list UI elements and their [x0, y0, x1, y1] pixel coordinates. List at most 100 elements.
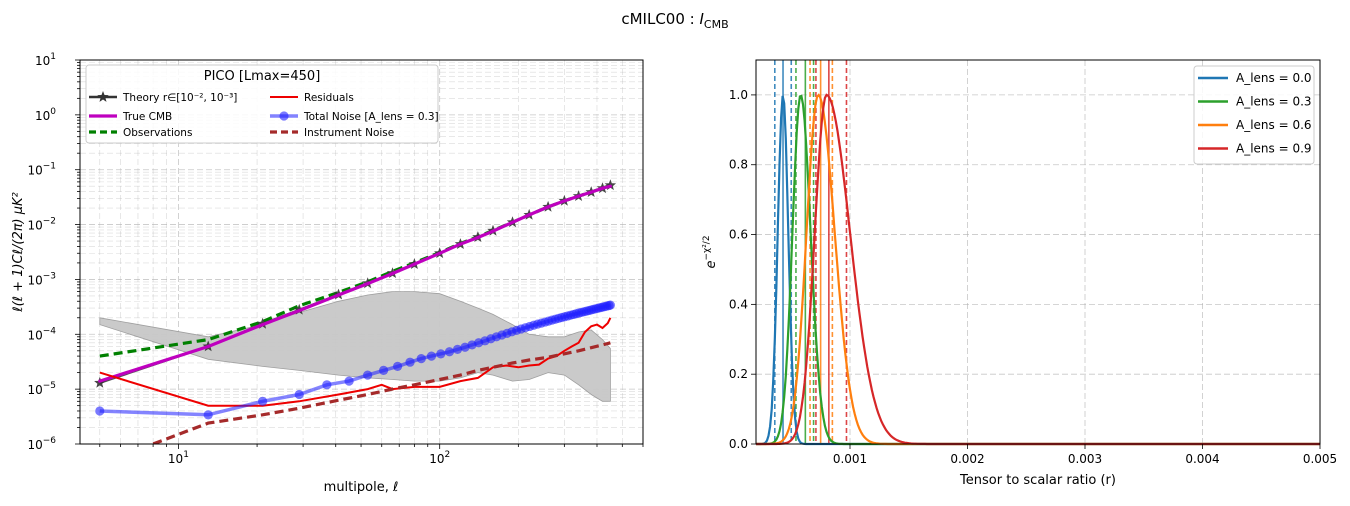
right-xtick-label: 0.002	[950, 452, 984, 466]
right-ytick-label: 0.0	[729, 437, 748, 451]
legend-label: A_lens = 0.9	[1236, 142, 1312, 156]
right-ytick-label: 1.0	[729, 88, 748, 102]
legend-label: Total Noise [A_lens = 0.3]	[303, 111, 439, 123]
legend-entry-observations: Observations	[89, 127, 192, 139]
right-chart: 0.001 0.002 0.003 0.004 0.005 0.0 0.2 0.4 0.6 0.8…	[702, 59, 1337, 488]
right-ylabel-base: e	[704, 261, 719, 269]
series-point	[405, 357, 415, 367]
series-total-noise-a-lens-0-3	[95, 300, 615, 420]
left-ytick-base: 10	[35, 109, 50, 123]
left-uncertainty-band	[99, 291, 611, 402]
right-legend-entries: A_lens = 0.0 A_lens = 0.3 A_lens = 0.6 A_le…	[1198, 71, 1312, 156]
series-point	[363, 370, 373, 380]
legend-label: Observations	[123, 127, 192, 139]
series-point	[392, 361, 403, 371]
left-ytick-base: 10	[27, 219, 42, 233]
series-point	[444, 347, 455, 357]
left-plot-frame	[79, 59, 644, 445]
series-instrument-noise-line	[147, 341, 611, 444]
series-point	[436, 349, 446, 359]
left-legend-title: PICO [Lmax=450]	[204, 69, 321, 84]
left-ytick-exp: 0	[50, 107, 56, 117]
left-ytick-exp: −2	[43, 217, 56, 227]
right-ytick-label: 0.4	[729, 297, 748, 311]
legend-label: A_lens = 0.3	[1236, 95, 1312, 109]
right-xtick-label: 0.005	[1303, 452, 1337, 466]
series-true-cmb-line	[99, 184, 611, 383]
legend-entry-a-lens-0-0: A_lens = 0.0	[1198, 71, 1312, 85]
right-ytick-label: 0.2	[729, 367, 748, 381]
series-point	[261, 323, 265, 327]
right-ytick-label: 0.6	[729, 228, 748, 242]
left-ytick-label: 10−2	[27, 217, 56, 233]
right-plot-frame	[755, 59, 1321, 445]
series-point	[458, 242, 462, 246]
figure-suptitle: cMILC00 : ICMB	[621, 10, 728, 31]
right-legend-box	[1193, 65, 1315, 165]
series-point	[322, 380, 332, 390]
left-ytick-base: 10	[35, 54, 50, 68]
legend-label: A_lens = 0.0	[1236, 71, 1312, 85]
legend-label: Residuals	[304, 92, 354, 104]
right-xtick-label: 0.001	[833, 452, 867, 466]
left-ytick-exp: −4	[43, 326, 57, 336]
right-xtick-label: 0.003	[1068, 452, 1102, 466]
left-band	[99, 291, 611, 402]
left-ytick-base: 10	[27, 438, 42, 452]
suptitle-subscript: CMB	[704, 18, 729, 31]
right-xlabel: Tensor to scalar ratio (r)	[959, 473, 1116, 488]
series-point	[576, 194, 581, 198]
suptitle-text: cMILC00 :	[621, 10, 699, 28]
legend-entry-a-lens-0-6: A_lens = 0.6	[1198, 118, 1312, 132]
series-point	[608, 184, 612, 188]
right-ytick-label: 0.8	[729, 158, 748, 172]
legend-label: True CMB	[122, 111, 172, 123]
series-point	[589, 190, 593, 194]
left-xlabel: multipole, ℓ	[324, 480, 399, 495]
legend-entry-instrument-noise: Instrument Noise	[270, 127, 394, 139]
legend-label: Instrument Noise	[304, 127, 394, 139]
left-ytick-exp: −5	[43, 381, 56, 391]
series-point	[605, 300, 615, 310]
left-legend-box	[85, 64, 439, 144]
left-legend: PICO [Lmax=450] Theory r∈[10⁻², 10⁻³] Tru…	[85, 64, 439, 144]
left-ytick-base: 10	[27, 164, 42, 178]
left-ytick-base: 10	[27, 383, 42, 397]
series-point	[390, 271, 395, 276]
right-ylabel-exponent: −χ²/2	[702, 235, 712, 260]
series-point	[491, 229, 495, 233]
left-series-group	[94, 179, 617, 444]
legend-entry-a-lens-0-9: A_lens = 0.9	[1198, 142, 1312, 156]
series-instrument-noise	[147, 341, 611, 444]
series-point	[98, 379, 102, 383]
series-true-cmb	[98, 184, 612, 383]
series-point	[95, 406, 105, 416]
series-point	[379, 365, 389, 375]
legend-entry-true-cmb: True CMB	[89, 111, 172, 123]
left-ylabel: ℓ(ℓ + 1)Cℓ/(2π) μK²	[11, 192, 26, 313]
series-point	[344, 376, 354, 386]
series-point	[416, 354, 426, 364]
series-residuals-line	[99, 317, 612, 407]
left-ytick-label: 10−3	[27, 271, 56, 287]
legend-label: Theory r∈[10⁻², 10⁻³]	[122, 92, 237, 104]
right-legend: A_lens = 0.0 A_lens = 0.3 A_lens = 0.6 A_le…	[1193, 65, 1315, 165]
left-ytick-label: 100	[35, 107, 56, 123]
series-point	[258, 396, 268, 406]
left-ytick-label: 10−1	[27, 162, 56, 178]
series-point	[600, 186, 605, 190]
left-ytick-exp: −6	[43, 436, 57, 446]
series-point	[452, 344, 463, 355]
series-point	[510, 220, 515, 224]
series-point	[460, 342, 470, 352]
left-xtick-base: 10	[168, 452, 183, 466]
left-ytick-exp: −3	[43, 271, 56, 281]
left-xtick-base: 10	[429, 452, 444, 466]
left-xtick-exp: 2	[444, 450, 450, 460]
legend-marker	[97, 91, 109, 102]
right-ylabel: e−χ²/2	[702, 235, 719, 268]
series-point	[203, 410, 213, 420]
